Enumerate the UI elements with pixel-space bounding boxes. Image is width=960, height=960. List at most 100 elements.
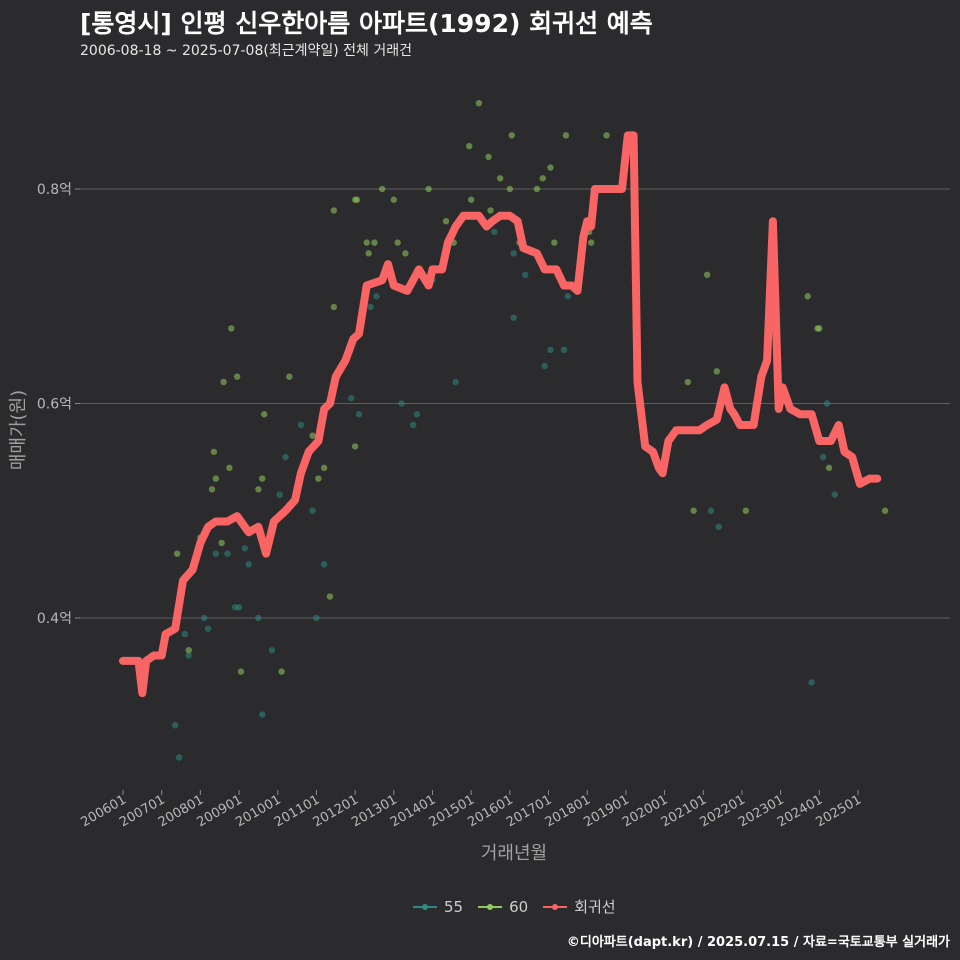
point-55-40 (808, 679, 815, 686)
point-60-58 (713, 368, 721, 375)
point-60-39 (485, 153, 492, 161)
point-60-45 (533, 185, 541, 193)
point-55-37 (564, 293, 572, 300)
point-60-60 (804, 293, 811, 300)
point-55-11 (245, 561, 252, 568)
point-55-34 (541, 362, 548, 370)
series-55-points (172, 228, 838, 761)
legend-item-55: 55 (412, 898, 463, 916)
point-60-32 (402, 250, 409, 257)
point-60-52 (587, 239, 595, 246)
y-tick-label-2: 0.8억 (37, 182, 72, 198)
point-55-7 (224, 550, 231, 557)
point-60-13 (259, 475, 266, 482)
regression-line (119, 131, 882, 698)
point-60-1 (185, 646, 192, 654)
point-55-16 (282, 453, 289, 461)
y-axis-ticks: 0.4억 0.6억 0.8억 (37, 182, 80, 627)
legend-swatch-60 (478, 903, 503, 910)
point-55-0 (172, 722, 179, 729)
regression-line-group (119, 131, 882, 698)
point-55-22 (355, 411, 363, 418)
legend-label-55: 55 (444, 897, 464, 916)
point-60-15 (278, 668, 285, 675)
point-55-3 (185, 652, 192, 659)
point-55-41 (819, 453, 827, 461)
point-60-62 (816, 325, 823, 332)
point-60-42 (506, 185, 514, 193)
point-55-23 (367, 303, 374, 311)
point-60-22 (330, 303, 338, 311)
point-60-21 (330, 207, 338, 214)
point-60-17 (309, 432, 316, 439)
point-60-53 (603, 132, 610, 139)
point-55-42 (831, 491, 838, 498)
y-tick-label-1: 0.6억 (37, 397, 72, 413)
point-55-19 (313, 614, 320, 622)
point-60-5 (212, 475, 220, 482)
point-55-25 (398, 400, 405, 407)
chart-title: [통영시] 인평 신우한아름 아파트(1992) 회귀선 예측 (80, 9, 653, 38)
point-60-41 (496, 175, 504, 182)
point-55-5 (204, 625, 212, 632)
point-55-33 (522, 271, 529, 278)
point-55-29 (452, 378, 459, 386)
point-55-39 (715, 523, 722, 531)
point-60-11 (237, 668, 245, 675)
y-tick-label-0: 0.4억 (37, 611, 72, 627)
point-60-56 (690, 507, 697, 514)
point-60-30 (390, 196, 397, 203)
point-55-21 (348, 394, 355, 402)
point-60-55 (684, 378, 691, 386)
legend-swatch-55 (413, 903, 437, 910)
chart-subtitle: 2006-08-18 ~ 2025-07-08(최근계약일) 전체 거래건 (80, 43, 412, 59)
point-55-9 (235, 604, 243, 611)
point-55-4 (201, 614, 208, 622)
point-60-64 (881, 507, 889, 514)
x-axis-ticks: 2006012007012008012009012010012011012012… (79, 790, 864, 830)
point-55-17 (297, 421, 305, 429)
series-60-points (173, 100, 889, 675)
point-60-7 (220, 378, 227, 386)
point-60-28 (371, 239, 378, 246)
point-60-36 (466, 142, 473, 150)
point-60-46 (539, 175, 546, 182)
point-55-30 (491, 228, 498, 236)
point-55-31 (510, 314, 517, 321)
point-60-12 (255, 486, 262, 493)
legend-label-60: 60 (509, 897, 529, 916)
gridlines (80, 188, 950, 619)
point-55-36 (560, 346, 568, 354)
point-60-37 (467, 196, 475, 203)
point-60-48 (551, 239, 558, 246)
point-55-15 (276, 491, 283, 498)
point-60-26 (363, 239, 370, 246)
point-55-26 (409, 421, 417, 429)
legend-swatch-regression (543, 903, 568, 910)
legend-label-regression: 회귀선 (574, 898, 616, 916)
point-60-20 (326, 593, 334, 600)
point-60-33 (425, 185, 432, 193)
point-60-14 (260, 411, 268, 418)
point-60-4 (210, 448, 218, 455)
point-60-63 (825, 464, 833, 472)
point-55-35 (547, 346, 554, 354)
point-55-1 (175, 754, 183, 761)
point-55-32 (510, 250, 517, 257)
point-55-2 (181, 630, 189, 638)
point-55-43 (823, 400, 831, 407)
point-60-31 (394, 239, 401, 246)
point-60-10 (233, 373, 241, 380)
point-60-9 (228, 325, 235, 332)
point-60-40 (487, 207, 494, 214)
legend-item-60: 60 (477, 898, 528, 916)
point-60-8 (226, 464, 233, 472)
point-55-24 (373, 293, 380, 300)
point-60-6 (218, 539, 225, 547)
point-55-6 (212, 550, 220, 557)
legend-item-regression: 회귀선 (542, 896, 616, 917)
point-60-25 (353, 196, 361, 203)
point-60-16 (286, 373, 293, 380)
point-55-18 (309, 507, 316, 514)
